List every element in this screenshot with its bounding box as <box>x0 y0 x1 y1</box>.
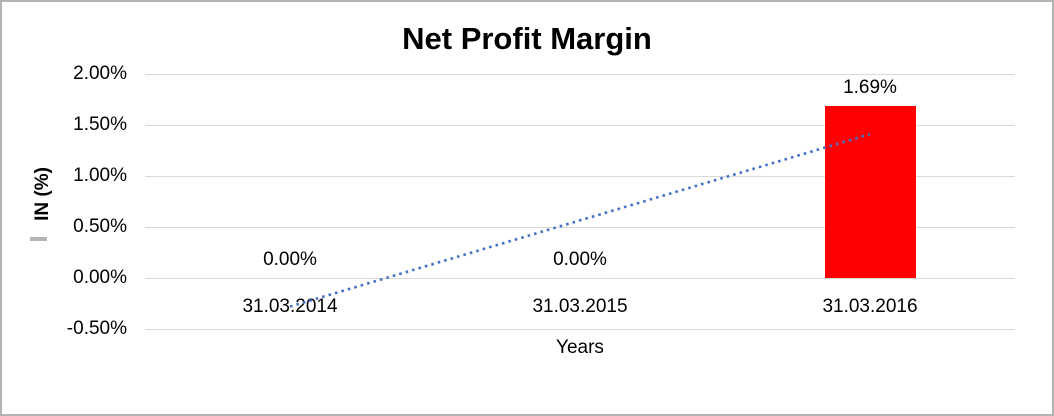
data-label: 0.00% <box>263 249 317 270</box>
y-tick-label: -0.50% <box>66 318 127 339</box>
y-tick-label: 2.00% <box>73 63 127 84</box>
y-tick-label: 1.50% <box>73 114 127 135</box>
x-axis-title: Years <box>556 337 604 358</box>
y-tick-label: 0.00% <box>73 267 127 288</box>
gridline <box>145 73 1015 75</box>
x-tick-label: 31.03.2014 <box>242 296 338 317</box>
y-tick-label: 0.50% <box>73 216 127 237</box>
x-tick-label: 31.03.2015 <box>532 296 628 317</box>
chart-title: Net Profit Margin <box>402 21 652 56</box>
bar <box>824 105 916 278</box>
data-label: 1.69% <box>843 76 897 98</box>
x-tick-label: 31.03.2016 <box>822 296 918 317</box>
data-label: 0.00% <box>553 249 607 270</box>
y-tick-label: 1.00% <box>73 165 127 186</box>
stray-mark <box>30 237 47 241</box>
gridline <box>145 124 1015 126</box>
gridline <box>145 328 1015 330</box>
trendline-path <box>289 132 871 308</box>
